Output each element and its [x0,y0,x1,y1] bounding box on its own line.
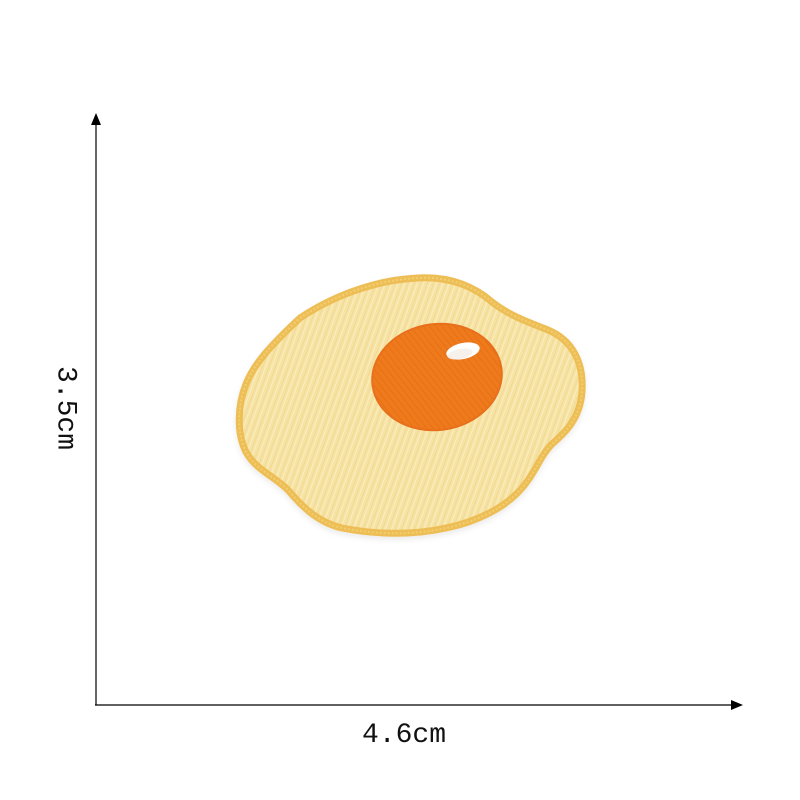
horizontal-axis-arrowhead [731,700,743,710]
egg-patch [235,274,586,537]
height-dimension-label: 3.5cm [49,365,81,451]
dimension-axes [91,113,743,710]
egg-white-inner-edge [238,276,584,535]
vertical-axis-arrowhead [91,113,101,125]
yolk-highlight-shade [447,348,473,360]
width-dimension-label: 4.6cm [362,720,447,751]
